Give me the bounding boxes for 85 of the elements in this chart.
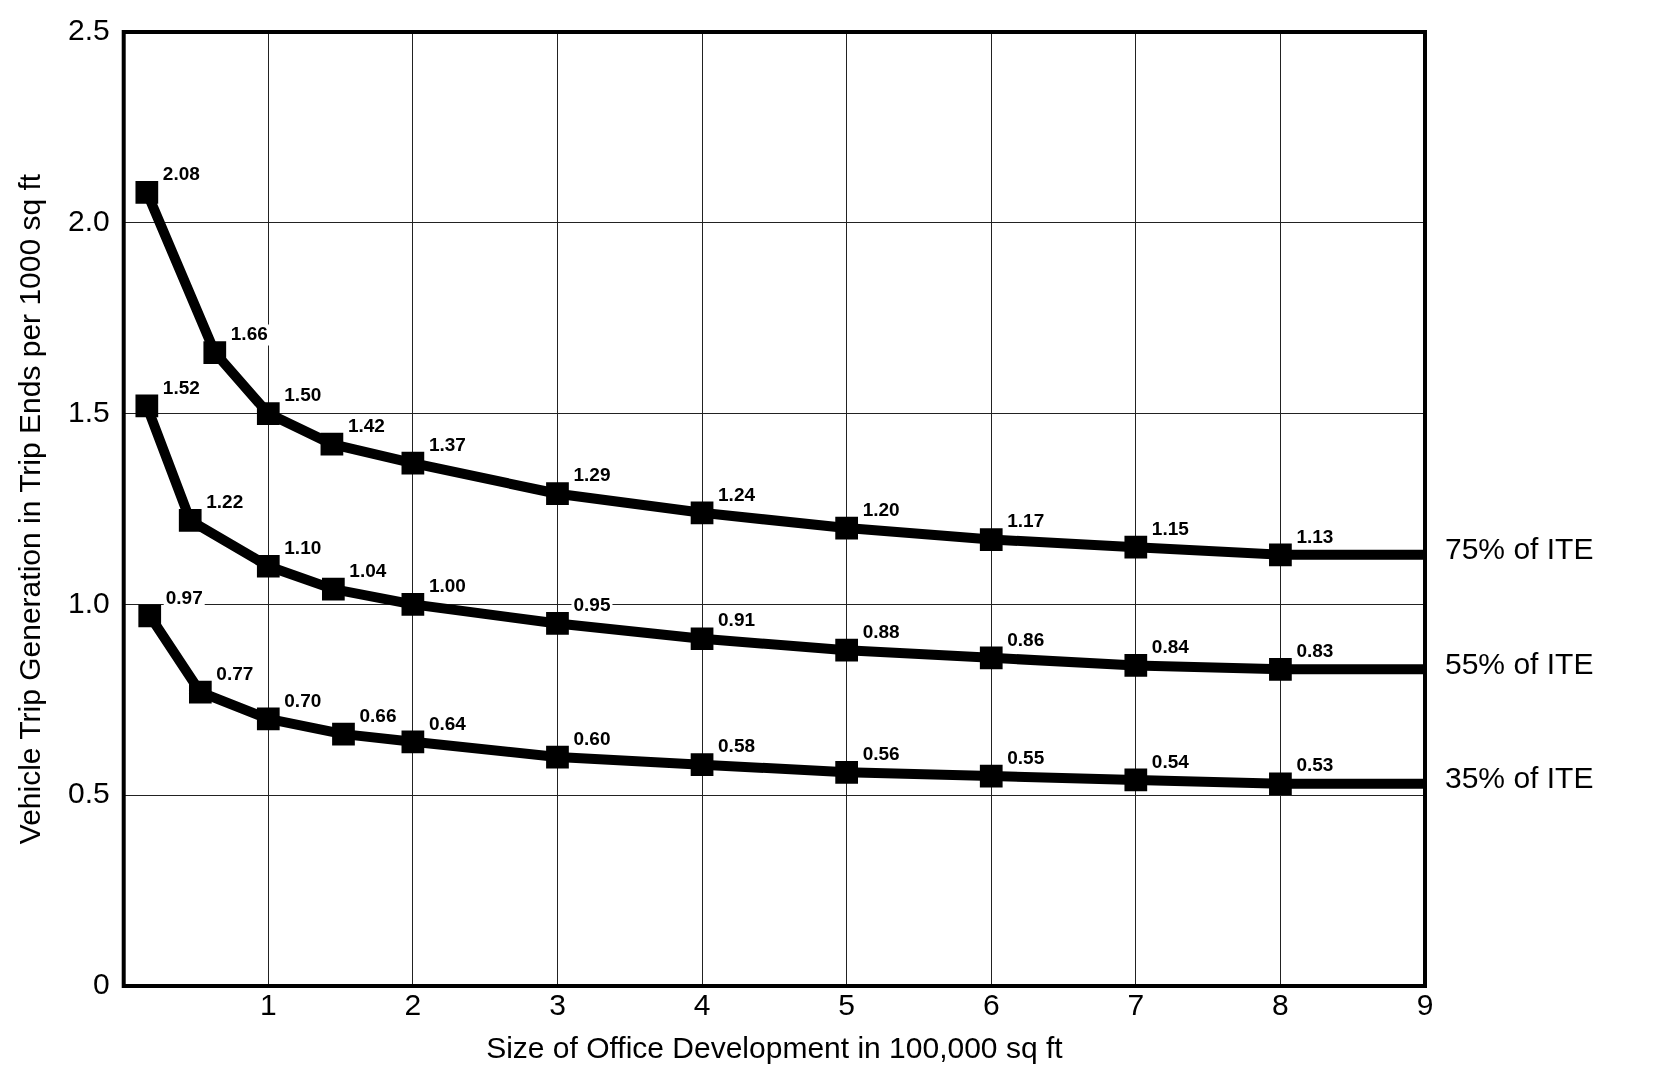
x-tick-label: 6 [982,988,1000,1022]
data-label: 1.15 [1151,517,1190,539]
data-label: 1.00 [428,575,466,597]
y-axis-title: Vehicle Trip Generation in Trip Ends per 1000 sq ft [13,173,47,845]
data-label: 1.20 [862,498,900,520]
y-tick-label: 1.0 [67,585,110,619]
data-label: 0.97 [165,586,203,608]
point [1124,768,1148,792]
point [320,432,344,456]
point [1269,657,1292,681]
data-label: 1.04 [349,559,387,581]
data-label: 1.22 [206,491,244,513]
point [135,180,159,204]
point [690,501,714,525]
point [332,722,355,746]
point [256,554,280,578]
point [203,341,227,364]
point [690,627,714,651]
data-label: 0.91 [718,609,756,631]
point [1269,543,1292,567]
data-label: 1.42 [347,414,385,436]
series-label: 35% of ITE [1445,761,1594,795]
point [546,612,569,635]
data-label: 1.52 [162,376,200,398]
point [188,680,212,704]
point [401,730,425,754]
point [835,760,859,784]
point [546,482,569,506]
data-label: 1.29 [573,464,611,486]
x-tick-label: 4 [693,988,711,1022]
data-label: 0.56 [862,743,900,765]
data-label: 0.64 [428,712,467,734]
data-label: 1.13 [1296,525,1334,547]
y-tick-label: 0 [93,967,110,1001]
data-label: 0.70 [284,689,322,711]
x-axis-title: Size of Office Development in 100,000 sq ft [486,1031,1064,1065]
x-tick-label: 1 [259,988,277,1022]
point [135,394,159,418]
x-tick-label: 7 [1127,988,1145,1022]
series-label: 75% of ITE [1445,532,1594,566]
data-label: 0.53 [1296,754,1334,776]
data-label: 0.60 [573,727,611,749]
data-label: 1.17 [1007,510,1045,532]
point [546,745,569,769]
point [256,402,280,425]
data-label: 0.83 [1296,640,1334,662]
point [1269,772,1292,796]
point [401,451,425,475]
data-label: 0.55 [1007,746,1045,768]
point [321,577,345,601]
data-label: 1.37 [428,433,466,455]
y-tick-label: 2.5 [67,13,110,47]
x-tick-label: 5 [838,988,855,1022]
data-label: 1.10 [284,536,322,558]
y-tick-label: 0.5 [67,776,110,810]
point [690,753,714,777]
data-label: 2.08 [162,163,200,185]
y-tick-label: 2.0 [67,204,110,238]
point [979,646,1003,670]
data-label: 0.86 [1007,628,1045,650]
point [1124,535,1148,559]
data-label: 1.66 [230,323,268,345]
series-label: 55% of ITE [1445,646,1594,680]
data-label: 1.50 [284,384,322,406]
data-label: 0.88 [862,620,900,642]
data-label: 0.66 [359,704,397,726]
data-label: 0.95 [573,594,611,616]
point [979,764,1003,788]
x-tick-label: 9 [1416,988,1434,1022]
data-label: 0.58 [718,735,756,757]
point [138,604,162,628]
point [979,528,1003,551]
x-tick-label: 8 [1272,988,1289,1022]
point [1124,654,1148,677]
x-tick-label: 3 [549,988,566,1022]
data-label: 1.24 [718,483,756,505]
y-tick-label: 1.5 [67,394,110,428]
point [178,509,202,532]
point [835,638,859,662]
data-label: 0.84 [1151,636,1190,658]
x-tick-label: 2 [404,988,422,1022]
point [256,707,280,731]
point [835,516,859,540]
data-label: 0.54 [1151,750,1190,772]
data-label: 0.77 [216,662,254,684]
